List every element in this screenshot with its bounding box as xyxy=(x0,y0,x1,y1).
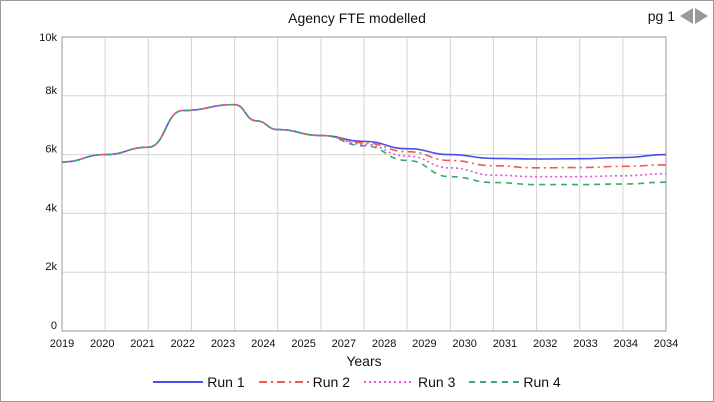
legend-item-2: Run 2 xyxy=(258,374,350,390)
x-tick-label: 2034 xyxy=(654,338,678,350)
legend-swatch xyxy=(469,381,520,383)
plot-area-border xyxy=(61,36,667,332)
x-tick-label: 2034 xyxy=(613,338,637,350)
legend-item-3: Run 3 xyxy=(364,374,455,390)
series-line-4 xyxy=(61,103,667,186)
y-tick-label: 8k xyxy=(45,85,57,97)
legend-item-1: Run 1 xyxy=(153,374,245,390)
prev-page-arrow-icon[interactable] xyxy=(680,8,693,24)
y-tick-label: 6k xyxy=(45,144,57,156)
x-tick-label: 2020 xyxy=(90,338,114,350)
legend-swatch xyxy=(364,381,414,383)
chart-legend: Run 1 Run 2 Run 3 Run 4 xyxy=(0,374,714,390)
x-tick-label: 2028 xyxy=(372,338,396,350)
chart-title: Agency FTE modelled xyxy=(288,10,426,26)
legend-swatch xyxy=(258,381,309,383)
x-tick-label: 2024 xyxy=(251,338,275,350)
x-tick-label: 2022 xyxy=(171,338,195,350)
x-tick-label: 2021 xyxy=(130,338,154,350)
x-tick-label: 2031 xyxy=(493,338,517,350)
x-tick-label: 2019 xyxy=(50,338,74,350)
legend-swatch xyxy=(153,381,204,383)
x-tick-label: 2027 xyxy=(332,338,356,350)
legend-label: Run 4 xyxy=(523,374,561,390)
y-tick-label: 2k xyxy=(45,261,57,273)
page-navigator: pg 1 xyxy=(648,8,708,24)
legend-label: Run 2 xyxy=(312,374,350,390)
y-tick-label: 10k xyxy=(39,32,57,44)
x-axis-label: Years xyxy=(346,353,381,369)
x-tick-label: 2030 xyxy=(452,338,476,350)
legend-label: Run 3 xyxy=(418,374,456,390)
line-chart: 0 2k 4k 6k 8k 10k 2019 2020 2021 2022 2023 2024 2025… xyxy=(39,32,678,369)
x-tick-label: 2033 xyxy=(573,338,597,350)
legend-label: Run 1 xyxy=(207,374,245,390)
y-tick-label: 4k xyxy=(45,202,57,214)
x-tick-label: 2025 xyxy=(291,338,315,350)
page-label: pg 1 xyxy=(647,8,675,24)
x-tick-label: 2032 xyxy=(533,338,557,350)
next-page-arrow-icon[interactable] xyxy=(695,8,708,24)
y-tick-label: 0 xyxy=(51,320,57,332)
legend-item-4: Run 4 xyxy=(469,374,561,390)
x-tick-label: 2023 xyxy=(211,338,235,350)
x-tick-label: 2029 xyxy=(412,338,436,350)
